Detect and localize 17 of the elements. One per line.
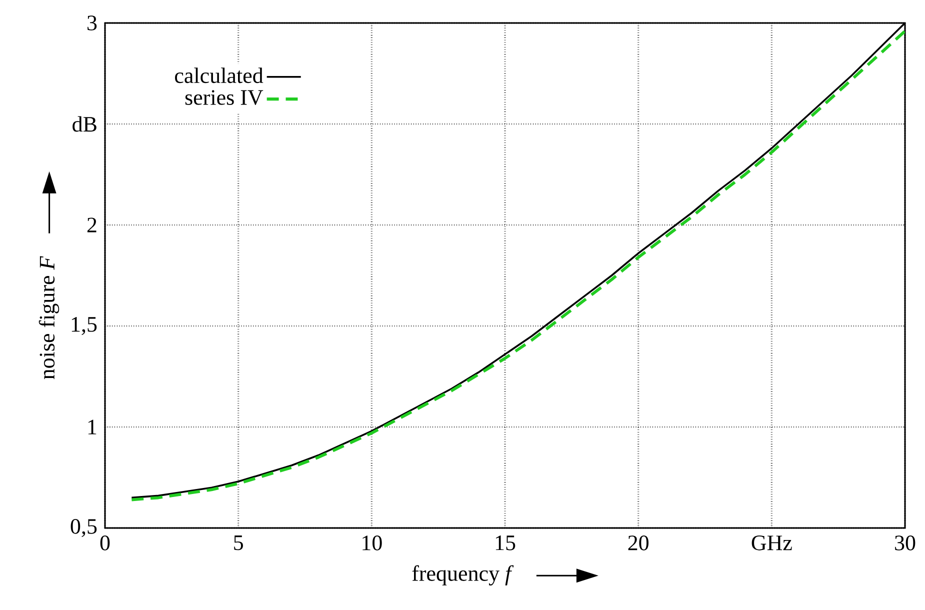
y-tick-label: dB (72, 116, 96, 132)
y-tick-label: 2 (87, 218, 96, 232)
y-tick-label: 1,5 (72, 317, 97, 335)
x-tick-label: 0 (100, 536, 110, 550)
x-tick-label: 5 (234, 536, 243, 550)
x-tick-label: GHz (752, 536, 792, 550)
x-tick-label: 10 (362, 536, 382, 550)
y-tick-label: 1 (88, 420, 96, 434)
legend-label: series IV (185, 90, 264, 106)
y-tick-label: 0,5 (70, 519, 97, 538)
x-tick-label: 15 (496, 536, 516, 550)
legend-label: calculated (175, 68, 264, 84)
x-tick-label: 20 (628, 536, 648, 550)
y-axis-title: noise figure F (38, 256, 60, 380)
x-tick-label: 30 (895, 536, 916, 550)
x-axis-title: frequency f (412, 565, 514, 586)
y-tick-label: 3 (88, 16, 97, 30)
